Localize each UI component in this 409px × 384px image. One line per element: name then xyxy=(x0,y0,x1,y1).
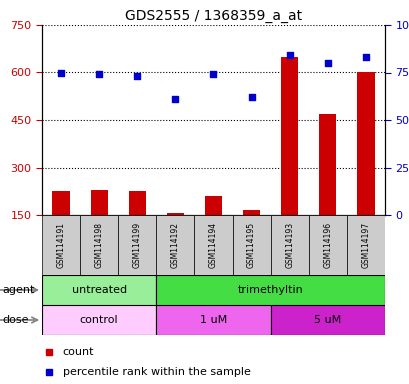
Point xyxy=(286,52,292,58)
Point xyxy=(210,71,216,78)
Bar xyxy=(156,305,270,335)
Point xyxy=(172,96,178,102)
Text: untreated: untreated xyxy=(72,285,126,295)
Text: percentile rank within the sample: percentile rank within the sample xyxy=(63,367,250,377)
Point xyxy=(324,60,330,66)
Text: control: control xyxy=(80,315,118,325)
Bar xyxy=(319,114,336,215)
Text: count: count xyxy=(63,347,94,358)
Bar xyxy=(270,215,308,275)
Text: GSM114192: GSM114192 xyxy=(171,222,180,268)
Point xyxy=(248,94,254,100)
Bar xyxy=(42,275,156,305)
Bar xyxy=(42,215,80,275)
Point xyxy=(134,73,140,79)
Bar xyxy=(281,57,298,215)
Text: 1 uM: 1 uM xyxy=(199,315,227,325)
Text: GSM114191: GSM114191 xyxy=(56,222,65,268)
Bar xyxy=(80,215,118,275)
Bar xyxy=(270,305,384,335)
Text: 5 uM: 5 uM xyxy=(313,315,341,325)
Point xyxy=(45,369,52,375)
Bar xyxy=(156,275,384,305)
Text: GSM114196: GSM114196 xyxy=(323,222,332,268)
Bar xyxy=(118,215,156,275)
Bar xyxy=(128,191,146,215)
Text: GSM114199: GSM114199 xyxy=(133,222,142,268)
Point xyxy=(45,349,52,356)
Bar xyxy=(308,215,346,275)
Bar xyxy=(42,305,156,335)
Bar xyxy=(90,190,108,215)
Bar xyxy=(194,215,232,275)
Bar xyxy=(166,214,184,215)
Point xyxy=(362,54,369,60)
Text: trimethyltin: trimethyltin xyxy=(237,285,303,295)
Bar xyxy=(156,215,194,275)
Bar xyxy=(243,210,260,215)
Title: GDS2555 / 1368359_a_at: GDS2555 / 1368359_a_at xyxy=(125,8,301,23)
Text: dose: dose xyxy=(2,315,29,325)
Bar xyxy=(204,196,222,215)
Bar xyxy=(232,215,270,275)
Point xyxy=(58,70,64,76)
Bar xyxy=(52,191,70,215)
Text: GSM114195: GSM114195 xyxy=(247,222,256,268)
Point xyxy=(96,71,102,78)
Text: agent: agent xyxy=(2,285,34,295)
Bar xyxy=(346,215,384,275)
Text: GSM114194: GSM114194 xyxy=(209,222,218,268)
Text: GSM114197: GSM114197 xyxy=(361,222,370,268)
Text: GSM114193: GSM114193 xyxy=(285,222,294,268)
Text: GSM114198: GSM114198 xyxy=(94,222,103,268)
Bar xyxy=(357,73,373,215)
